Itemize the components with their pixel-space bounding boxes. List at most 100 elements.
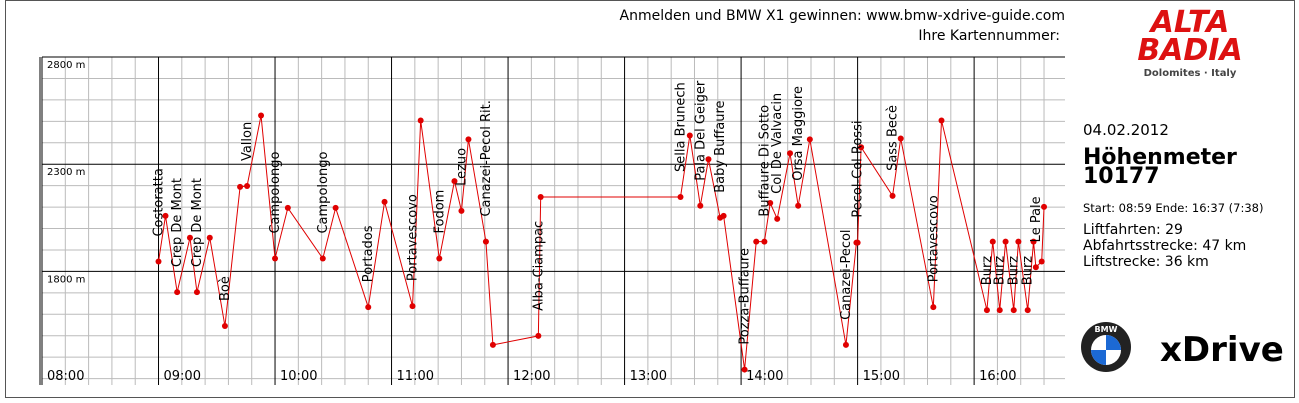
point [1002,238,1009,245]
point [272,255,279,262]
point [535,332,542,339]
x-tick-label: 08:00 [47,369,84,384]
point [1030,238,1037,245]
point [465,136,472,143]
point [1041,203,1048,210]
point [1015,238,1022,245]
point [989,238,996,245]
point [677,193,684,200]
logo-line2: BADIA [1137,33,1242,68]
point [983,307,990,314]
lift-label: Pala Del Geiger [693,80,708,181]
x-tick-label: 14:00 [746,369,783,384]
point [858,144,865,151]
lift-label: Pozza-Buffaure [738,248,753,345]
point [162,212,169,219]
point [174,289,181,296]
heading: Höhenmeter [1083,145,1237,170]
y-tick-label: 2300 m [47,167,85,178]
point [996,307,1003,314]
lift-label: Crep De Mont [170,178,185,267]
lift-label: Campolongo [268,152,283,234]
point [767,199,774,206]
point [806,136,813,143]
lift-label: Portados [361,225,376,282]
point [409,303,416,310]
lift-label: Burz [980,256,995,286]
lift-label: Canazei-Pecol [839,229,854,319]
x-tick-label: 10:00 [280,369,317,384]
point [720,212,727,219]
point [284,204,291,211]
total: 10177 [1083,164,1160,189]
point [753,238,760,245]
point [938,117,945,124]
point [930,304,937,311]
lift-label: Buffaure Di Sotto [757,105,772,217]
point [193,289,200,296]
bmw-badge: BMW [1095,325,1118,334]
x-tick-label: 12:00 [513,369,550,384]
logo-subtitle: Dolomites · Italy [1144,68,1237,79]
point [206,234,213,241]
bmw-roundel: BMW [1081,322,1131,372]
point [705,156,712,163]
lift-label: Burz [1021,256,1036,286]
point [787,150,794,157]
point [365,304,372,311]
point [1038,258,1045,265]
brand-name: xDrive [1160,330,1284,370]
point [489,341,496,348]
lift-label: Sass Becè [886,105,901,171]
point [1024,307,1031,314]
lift-label: Burz [993,256,1008,286]
lift-label: Portavescovo [406,194,421,281]
lift-label: Boè [218,276,233,301]
point [697,202,704,209]
lift-label: Crep De Mont [190,178,205,267]
lift-label: Burz [1007,256,1022,286]
logo-line1: ALTA [1149,5,1230,40]
lift-distance: Liftstrecke: 36 km [1083,254,1209,270]
point [854,239,861,246]
point [761,238,768,245]
lift-label: Orsa Maggiore [791,86,806,181]
point [332,204,339,211]
promo: Anmelden und BMW X1 gewinnen: www.bmw-xd… [620,8,1065,24]
lifts: Liftfahrten: 29 [1083,222,1183,238]
point [897,135,904,142]
point [795,202,802,209]
point [186,234,193,241]
card-number: Ihre Kartennummer: [918,28,1060,44]
x-tick-label: 09:00 [164,369,201,384]
point [482,238,489,245]
point [458,207,465,214]
lift-label: Lezuo [454,148,469,186]
lift-label: Vallon [240,122,255,161]
point [889,192,896,199]
times: Start: 08:59 Ende: 16:37 (7:38) [1083,201,1263,215]
lift-label: Pecol-Col Rossi [851,121,866,218]
lift-label: Col De Valvacin [770,93,785,194]
lift-label: Canazei-Pecol Rit. [479,100,494,216]
point [258,112,265,119]
point [686,132,693,139]
y-tick-label: 2800 m [47,60,85,71]
lift-label: Alba-Ciampac [531,221,546,311]
point [417,117,424,124]
x-tick-label: 16:00 [979,369,1016,384]
point [537,193,544,200]
point [155,258,162,265]
point [1010,307,1017,314]
frame [5,0,1295,398]
point [842,341,849,348]
point [774,215,781,222]
point [319,255,326,262]
lift-label: Le Pale [1029,196,1044,242]
lift-label: Campolongo [316,152,331,234]
x-tick-label: 11:00 [397,369,434,384]
point [244,183,251,190]
lift-label: Sella Brunech [674,82,689,172]
